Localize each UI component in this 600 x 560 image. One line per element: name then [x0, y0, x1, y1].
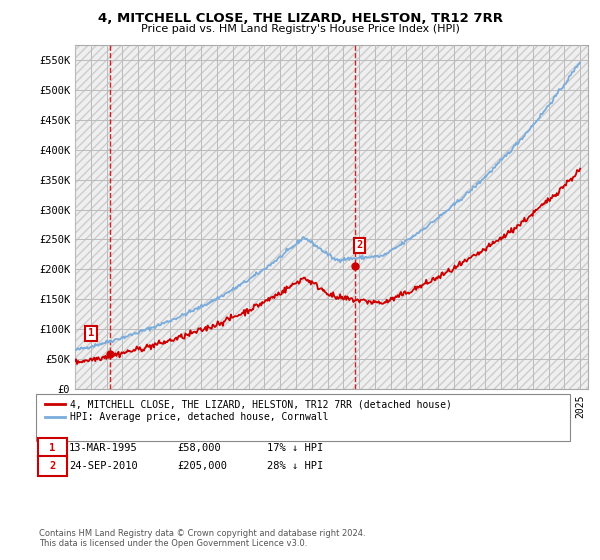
Text: This data is licensed under the Open Government Licence v3.0.: This data is licensed under the Open Gov…: [39, 539, 307, 548]
Text: 1: 1: [88, 329, 94, 338]
Text: Contains HM Land Registry data © Crown copyright and database right 2024.: Contains HM Land Registry data © Crown c…: [39, 529, 365, 538]
Text: 4, MITCHELL CLOSE, THE LIZARD, HELSTON, TR12 7RR: 4, MITCHELL CLOSE, THE LIZARD, HELSTON, …: [97, 12, 503, 25]
Text: Price paid vs. HM Land Registry's House Price Index (HPI): Price paid vs. HM Land Registry's House …: [140, 24, 460, 34]
Text: 24-SEP-2010: 24-SEP-2010: [69, 461, 138, 471]
Text: 13-MAR-1995: 13-MAR-1995: [69, 443, 138, 453]
Text: 1: 1: [49, 443, 55, 453]
Text: 2: 2: [356, 240, 363, 250]
Text: 17% ↓ HPI: 17% ↓ HPI: [267, 443, 323, 453]
Text: £58,000: £58,000: [177, 443, 221, 453]
Text: 28% ↓ HPI: 28% ↓ HPI: [267, 461, 323, 471]
Text: HPI: Average price, detached house, Cornwall: HPI: Average price, detached house, Corn…: [70, 412, 328, 422]
Text: 2: 2: [49, 461, 55, 471]
Text: 4, MITCHELL CLOSE, THE LIZARD, HELSTON, TR12 7RR (detached house): 4, MITCHELL CLOSE, THE LIZARD, HELSTON, …: [70, 399, 451, 409]
Text: £205,000: £205,000: [177, 461, 227, 471]
